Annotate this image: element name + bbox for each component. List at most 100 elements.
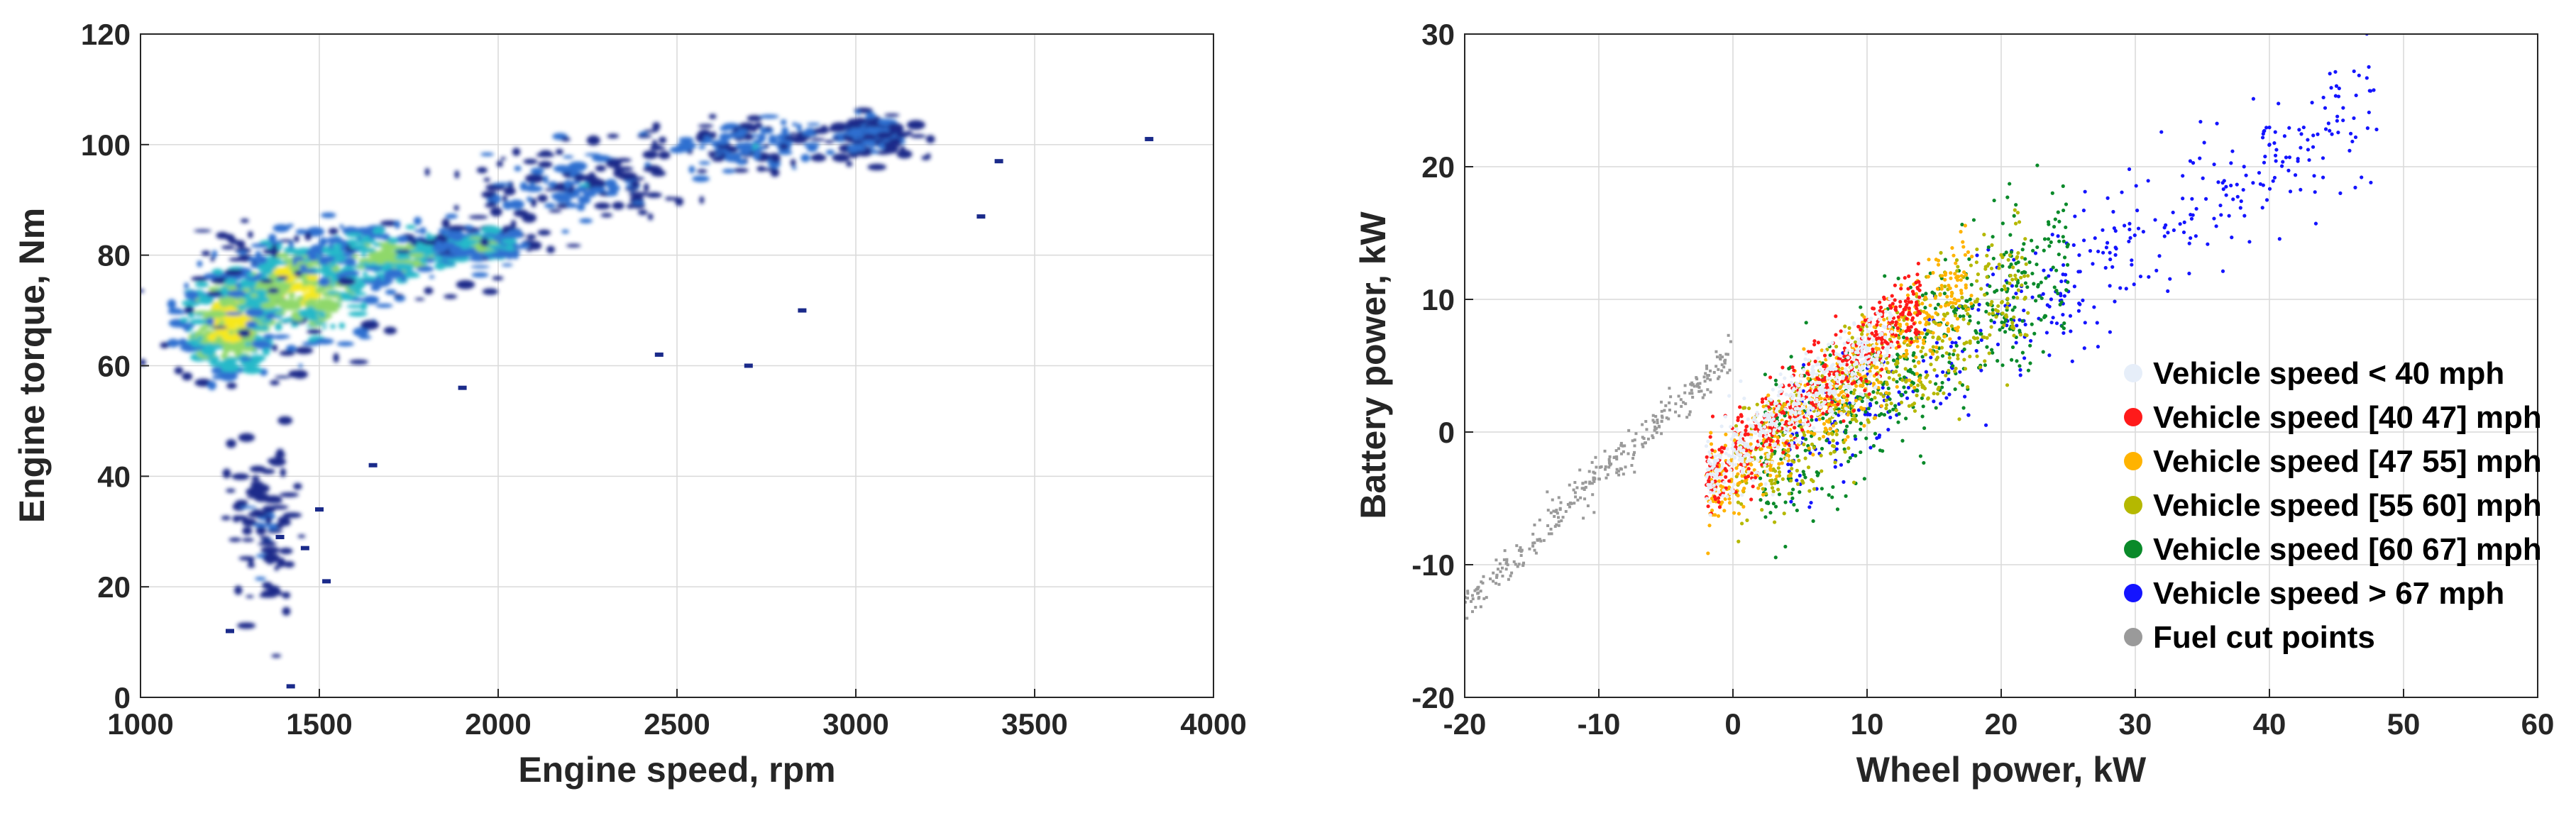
scatter-point: [1902, 375, 1907, 380]
scatter-point: [1742, 463, 1746, 467]
scatter-point: [1743, 433, 1747, 437]
scatter-point: [1968, 319, 1972, 323]
heatmap-cell: [480, 237, 490, 247]
scatter-point: [2159, 130, 2164, 134]
scatter-point: [2065, 262, 2070, 267]
scatter-point: [1867, 336, 1871, 341]
scatter-point: [1542, 538, 1546, 542]
heatmap-cell: [562, 155, 574, 159]
heatmap-cell: [708, 114, 717, 119]
scatter-point: [1949, 294, 1954, 298]
scatter-point: [1830, 432, 1834, 436]
heatmap-cell: [715, 139, 729, 145]
scatter-point: [1709, 378, 1712, 382]
heatmap-cell: [732, 167, 749, 173]
scatter-point: [2047, 353, 2052, 358]
scatter-point: [1853, 372, 1858, 376]
scatter-point: [1744, 475, 1748, 480]
scatter-point: [1714, 365, 1718, 368]
scatter-point: [1956, 299, 1960, 303]
scatter-point: [1710, 414, 1715, 419]
scatter-point: [2054, 289, 2059, 293]
heatmap-cell: [259, 319, 273, 324]
scatter-point: [2104, 245, 2108, 250]
scatter-point: [2284, 155, 2289, 160]
scatter-point: [1775, 420, 1779, 424]
heatmap-cell: [846, 160, 853, 167]
scatter-point: [1844, 370, 1849, 375]
scatter-point: [1619, 468, 1623, 471]
scatter-point: [2242, 165, 2246, 169]
scatter-point: [1814, 388, 1818, 392]
scatter-point: [1717, 479, 1722, 483]
scatter-point: [1853, 434, 1857, 438]
scatter-point: [1880, 341, 1884, 345]
scatter-point: [1736, 472, 1740, 476]
scatter-point: [2088, 249, 2093, 253]
scatter-point: [2012, 315, 2016, 319]
scatter-point: [1959, 291, 1964, 295]
scatter-point: [2062, 255, 2067, 260]
heatmap-cell: [180, 317, 189, 323]
heatmap-cell: [270, 380, 280, 386]
legend-item: Vehicle speed [47 55] mph: [2124, 444, 2542, 479]
heatmap-cell: [194, 282, 209, 288]
scatter-point: [1561, 516, 1565, 519]
heatmap-cell: [529, 240, 542, 250]
right-y-tick-label: 20: [1421, 150, 1455, 184]
scatter-point: [2138, 275, 2143, 279]
scatter-point: [1912, 311, 1917, 315]
heatmap-cell: [813, 128, 829, 134]
scatter-point: [1758, 476, 1763, 480]
scatter-point: [1881, 394, 1886, 399]
scatter-point: [1902, 336, 1906, 340]
scatter-point: [1954, 284, 1959, 288]
scatter-point: [1954, 343, 1959, 348]
scatter-point: [1939, 385, 1944, 389]
heatmap-cell: [184, 282, 189, 289]
scatter-point: [1677, 394, 1680, 398]
scatter-point: [1951, 301, 1955, 305]
heatmap-cell: [363, 295, 380, 304]
scatter-point: [1713, 454, 1717, 458]
scatter-point: [1866, 360, 1871, 364]
scatter-point: [1709, 462, 1713, 466]
scatter-point: [1939, 283, 1944, 288]
heatmap-cell: [536, 153, 555, 157]
scatter-point: [1827, 392, 1832, 396]
scatter-point: [1707, 478, 1711, 483]
scatter-point: [1860, 343, 1864, 347]
scatter-point: [2201, 176, 2205, 180]
scatter-point: [1615, 468, 1619, 471]
scatter-point: [1557, 516, 1561, 519]
heatmap-cell: [243, 282, 249, 287]
heatmap-cell: [470, 265, 490, 269]
scatter-point: [2238, 206, 2242, 210]
heatmap-cell: [383, 326, 397, 335]
scatter-point: [1806, 411, 1810, 416]
scatter-point: [1875, 436, 1879, 441]
legend-label: Vehicle speed [40 47] mph: [2153, 400, 2542, 435]
scatter-point: [1809, 381, 1814, 385]
heatmap-cell: [279, 548, 293, 555]
scatter-point: [1969, 263, 1974, 267]
scatter-point: [1497, 582, 1501, 586]
scatter-point: [1940, 274, 1944, 278]
heatmap-cell: [278, 299, 295, 304]
heatmap-cell: [207, 380, 216, 390]
heatmap-cell: [224, 278, 238, 287]
scatter-point: [2103, 265, 2108, 270]
scatter-point: [1729, 437, 1734, 441]
heatmap-cell: [537, 194, 548, 202]
scatter-point: [1816, 341, 1820, 345]
heatmap-cell: [394, 220, 401, 229]
scatter-point: [1956, 265, 1960, 269]
scatter-point: [1879, 411, 1883, 416]
heatmap-cell: [751, 134, 760, 138]
scatter-point: [1731, 434, 1736, 438]
right-x-tick-label: 60: [2521, 707, 2555, 741]
scatter-point: [1890, 294, 1894, 298]
heatmap-cell: [211, 250, 218, 258]
scatter-point: [1617, 470, 1620, 473]
scatter-point: [2004, 314, 2008, 319]
